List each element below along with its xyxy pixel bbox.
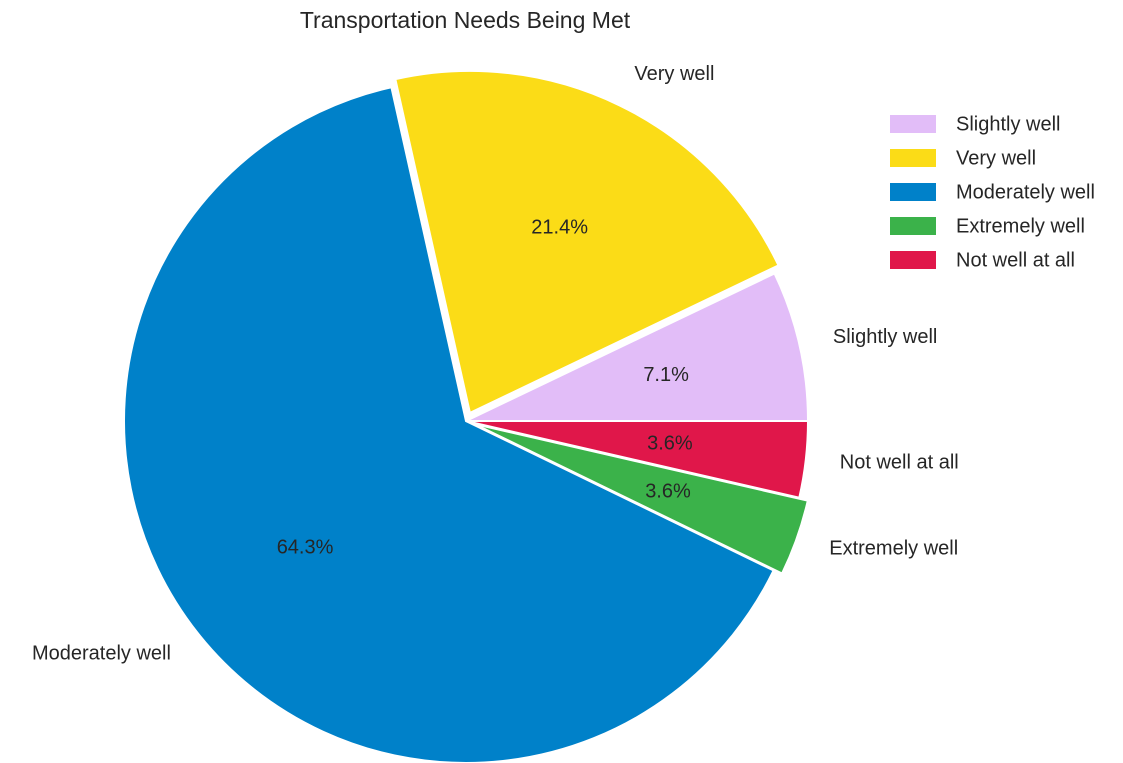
pie-slice-very-well	[394, 69, 780, 415]
percent-label-moderately-well: 64.3%	[277, 537, 334, 559]
legend: Slightly well Very well Moderately well Ext…	[890, 113, 1095, 271]
legend-swatch-slightly-well	[890, 115, 936, 133]
slice-label-slightly-well: Slightly well	[833, 326, 937, 348]
pie-slice-moderately-well	[123, 86, 775, 763]
percent-labels: 7.1% 21.4% 64.3% 3.6% 3.6%	[277, 217, 693, 559]
slice-label-moderately-well: Moderately well	[32, 643, 171, 665]
legend-label-extremely-well: Extremely well	[956, 215, 1085, 237]
legend-label-not-well-at-all: Not well at all	[956, 249, 1075, 271]
pie-slice-not-well-at-all	[465, 420, 810, 499]
legend-label-moderately-well: Moderately well	[956, 181, 1095, 203]
pie-slice-extremely-well	[474, 423, 809, 575]
legend-swatch-moderately-well	[890, 183, 936, 201]
pie-slices	[123, 69, 810, 763]
legend-swatch-not-well-at-all	[890, 251, 936, 269]
pie-slice-slightly-well	[465, 272, 810, 422]
slice-labels: Slightly well Very well Moderately well Ext…	[32, 63, 959, 665]
slice-label-not-well-at-all: Not well at all	[840, 452, 959, 474]
percent-label-slightly-well: 7.1%	[643, 364, 689, 386]
percent-label-very-well: 21.4%	[531, 217, 588, 239]
slice-label-extremely-well: Extremely well	[829, 537, 958, 559]
slice-label-very-well: Very well	[634, 63, 714, 85]
legend-swatch-extremely-well	[890, 217, 936, 235]
legend-label-slightly-well: Slightly well	[956, 113, 1060, 135]
percent-label-not-well-at-all: 3.6%	[647, 432, 693, 454]
legend-swatch-very-well	[890, 149, 936, 167]
chart-title: Transportation Needs Being Met	[300, 7, 631, 33]
legend-label-very-well: Very well	[956, 147, 1036, 169]
percent-label-extremely-well: 3.6%	[645, 481, 691, 503]
